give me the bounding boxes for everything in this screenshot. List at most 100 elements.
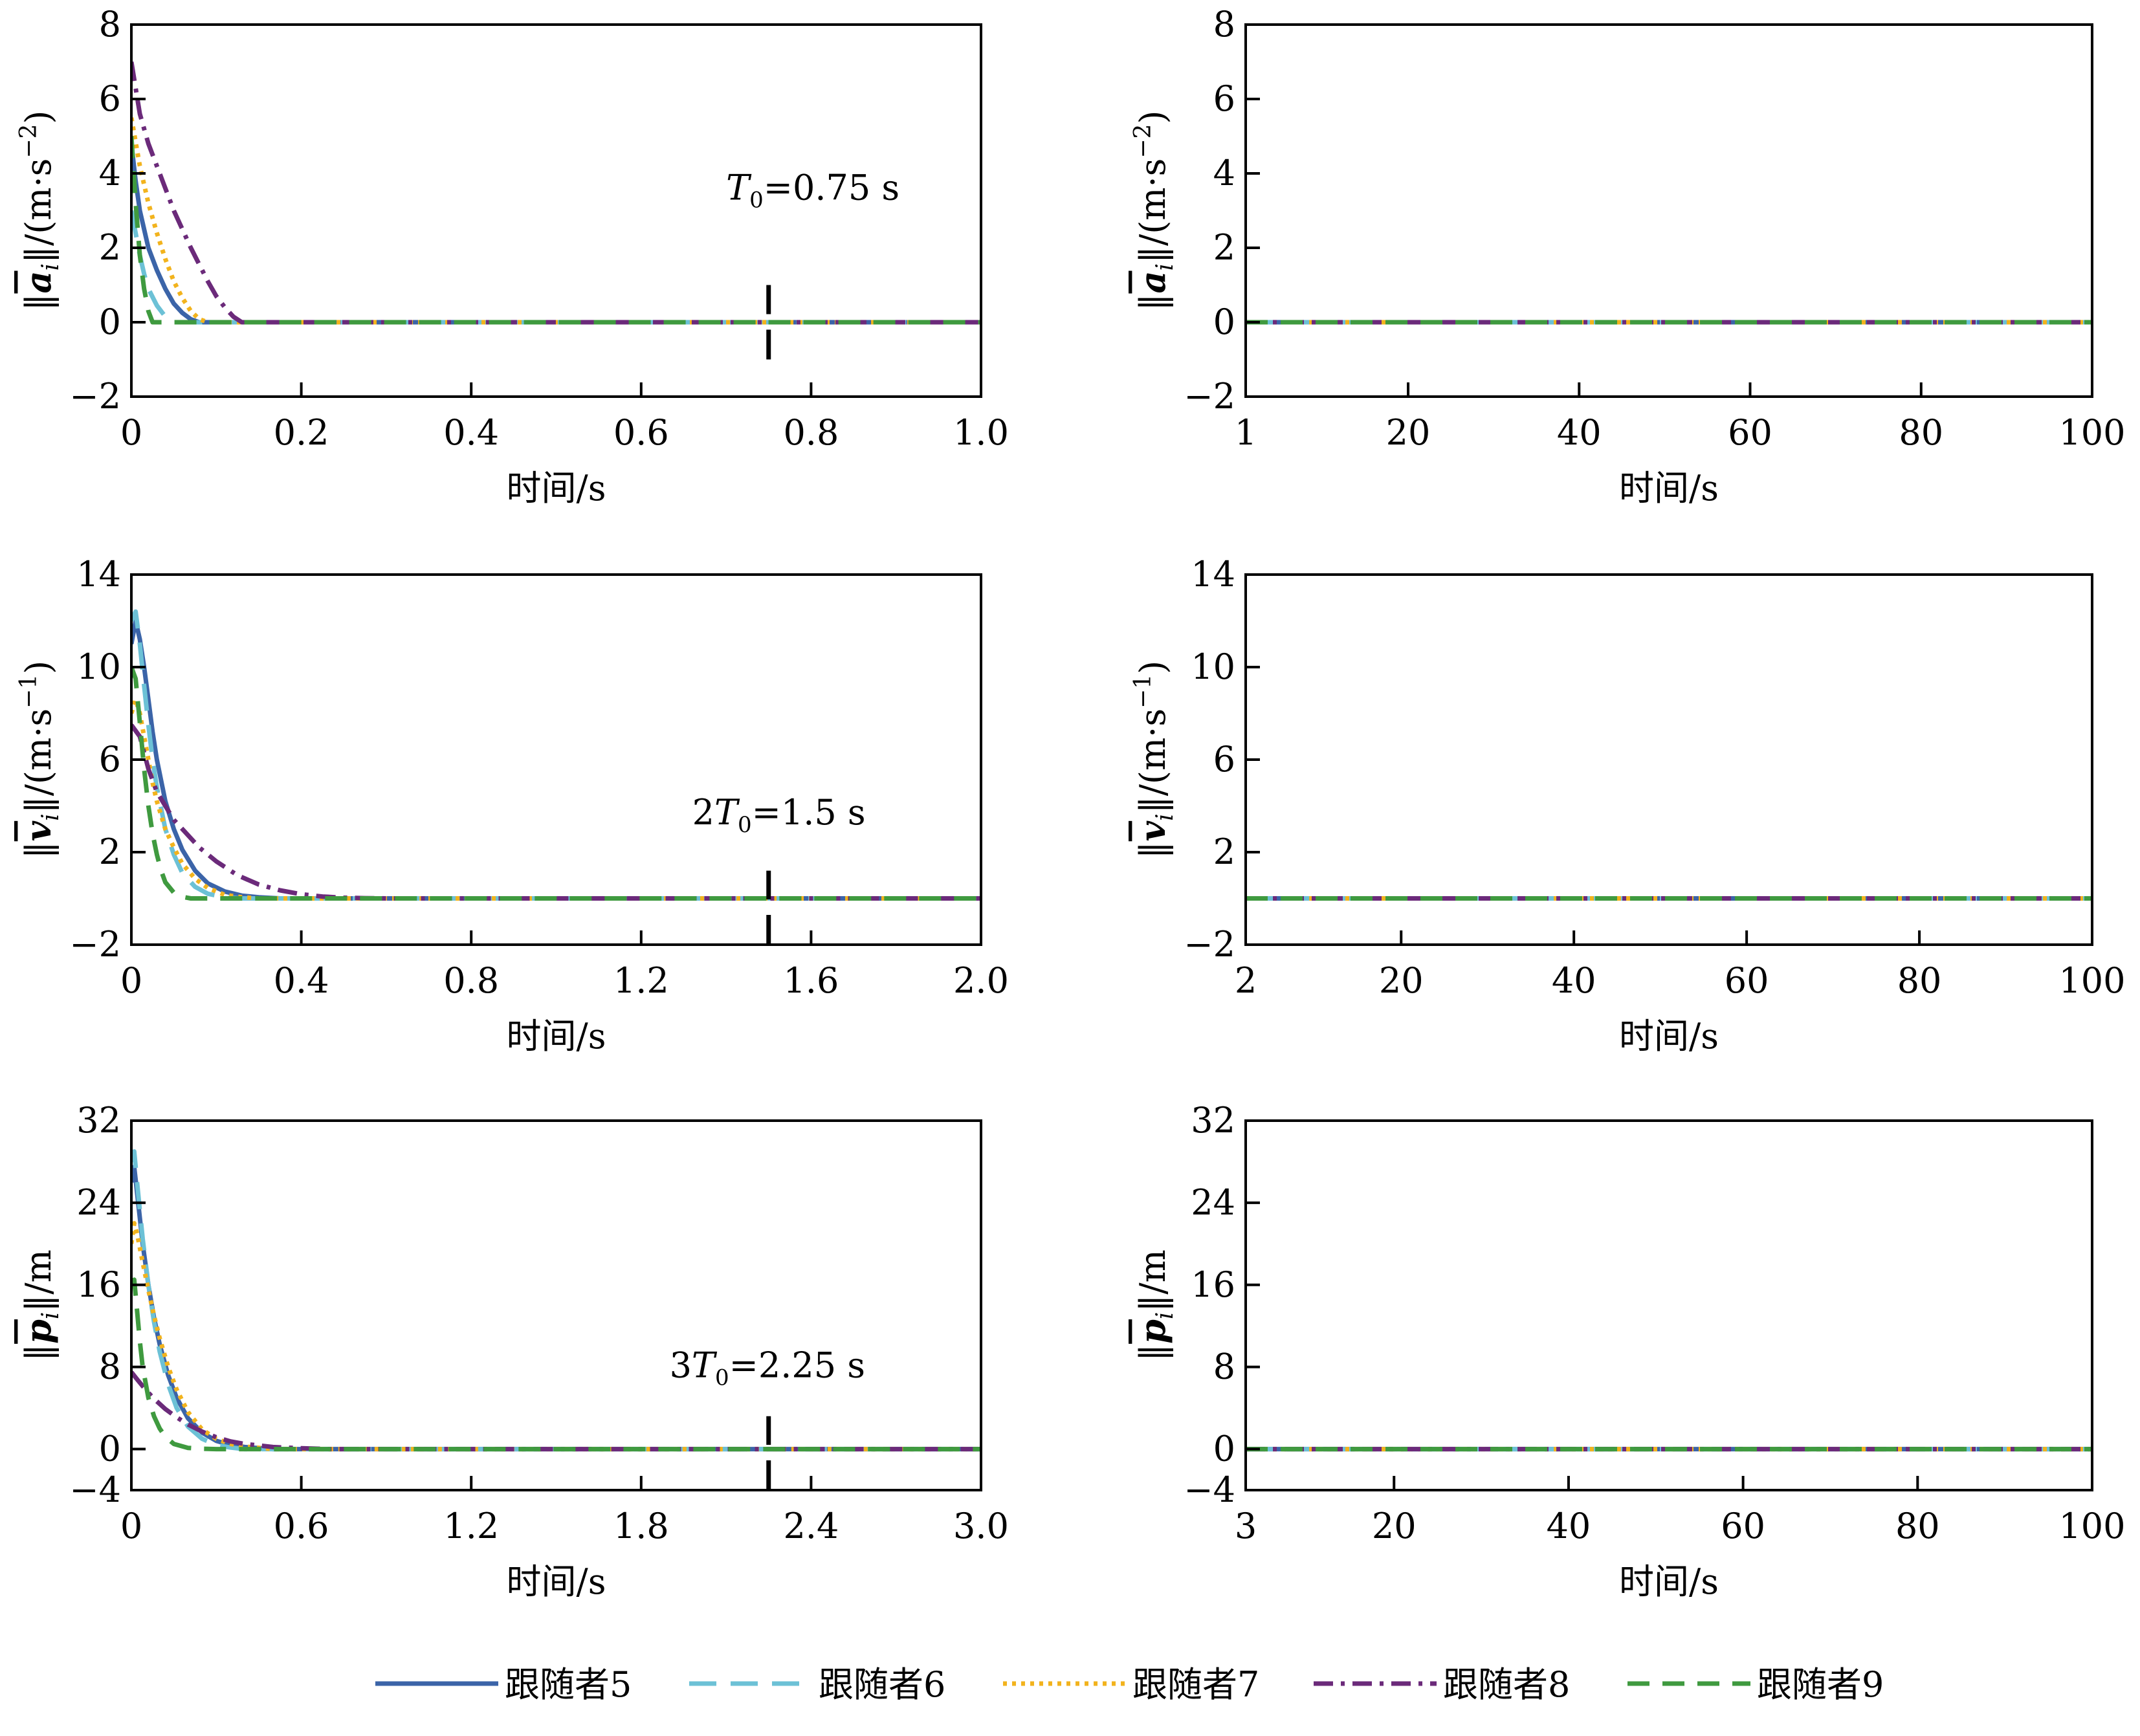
x-tick-label: 0.6	[613, 412, 669, 453]
x-tick-label: 40	[1552, 960, 1596, 1001]
plot-frame	[1244, 573, 2093, 946]
y-axis-label: ‖vi‖/(m·s−1)	[1130, 661, 1178, 859]
y-tick-label: −2	[1184, 376, 1235, 417]
panel-2-0: 0 0.6 1.2 1.8 2.4 3.0 −40 8 16 24 32 时间/s ‖pi‖/m 3T0=…	[17, 1100, 1009, 1602]
x-axis-label: 时间/s	[1619, 468, 1719, 509]
series-line-series9	[131, 666, 981, 901]
series-line-series5	[131, 1164, 981, 1452]
x-tick-label: 2.4	[783, 1506, 839, 1546]
x-axis-label: 时间/s	[1619, 1016, 1719, 1057]
x-tick-label: 3.0	[953, 1506, 1009, 1546]
y-tick-label: 16	[76, 1264, 121, 1305]
y-tick-label: 0	[99, 1429, 121, 1469]
y-tick-label: 8	[99, 1346, 121, 1387]
y-tick-label: 0	[1213, 1429, 1235, 1469]
y-tick-label: 10	[76, 646, 121, 687]
y-axis-label: ‖pi‖/m	[1132, 1249, 1178, 1361]
panel-1-0: 0 0.4 0.8 1.2 1.6 2.0 −2 2 6 10 14 时间/s ‖vi‖/(m·s−1)…	[16, 554, 1009, 1057]
y-tick-label: 10	[1191, 646, 1235, 687]
y-tick-label: −2	[69, 924, 121, 965]
y-tick-label: 8	[1213, 4, 1235, 45]
x-tick-label: 80	[1895, 1506, 1940, 1546]
x-tick-label: 40	[1557, 412, 1602, 453]
series-line-series7	[131, 697, 981, 901]
legend-label-series8: 跟随者8	[1443, 1664, 1570, 1705]
x-tick-label: 1.8	[613, 1506, 669, 1546]
series-line-series8	[131, 61, 981, 325]
legend: 跟随者5 跟随者6 跟随者7 跟随者8 跟随者9	[375, 1664, 1884, 1705]
panel-0-0: 0 0.2 0.4 0.6 0.8 1.0−202468时间/s‖ai‖/(m·s−2)T…	[16, 4, 1009, 509]
x-tick-label: 0.8	[783, 412, 839, 453]
x-tick-label: 60	[1728, 412, 1772, 453]
y-tick-label: −2	[69, 376, 121, 417]
series-line-series9	[131, 136, 981, 325]
plot-frame	[130, 573, 982, 946]
x-axis-label: 时间/s	[1619, 1561, 1719, 1602]
time-annotation: 3T0=2.25 s	[670, 1345, 865, 1391]
panel-2-1: 3 20 40 60 80 100 −40 8 16 24 32 时间/s ‖pi‖/m	[1132, 1100, 2126, 1602]
y-tick-label: 6	[99, 739, 121, 780]
x-tick-label: 60	[1721, 1506, 1765, 1546]
x-tick-label: 1.0	[953, 412, 1009, 453]
x-tick-label: 0	[120, 960, 142, 1001]
y-tick-label: 16	[1191, 1264, 1235, 1305]
x-tick-label: 20	[1386, 412, 1431, 453]
series-line-series6	[131, 609, 981, 901]
x-tick-label: 100	[2058, 960, 2125, 1001]
x-tick-label: 0	[120, 412, 142, 453]
y-tick-label: 6	[1213, 78, 1235, 119]
y-tick-label: 4	[1213, 153, 1235, 193]
x-axis-label: 时间/s	[507, 468, 606, 509]
series-line-series5	[131, 143, 981, 325]
x-tick-label: 0.4	[274, 960, 329, 1001]
legend-label-series7: 跟随者7	[1132, 1664, 1259, 1705]
x-tick-label: 2.0	[953, 960, 1009, 1001]
x-tick-label: 0	[120, 1506, 142, 1546]
time-annotation: T0=0.75 s	[726, 167, 899, 213]
y-tick-label: 14	[76, 554, 121, 595]
x-tick-label: 100	[2058, 1506, 2125, 1546]
plot-frame	[130, 23, 982, 398]
y-tick-label: 32	[76, 1100, 121, 1141]
x-tick-label: 40	[1547, 1506, 1591, 1546]
legend-label-series5: 跟随者5	[505, 1664, 632, 1705]
x-axis-label: 时间/s	[507, 1561, 606, 1602]
x-tick-label: 2	[1235, 960, 1257, 1001]
y-axis-label: ‖vi‖/(m·s−1)	[16, 661, 64, 859]
plot-frame	[130, 1119, 982, 1491]
y-tick-label: 2	[99, 227, 121, 268]
series-line-series9	[131, 1277, 981, 1452]
y-tick-label: 8	[99, 4, 121, 45]
series-line-series5	[131, 619, 981, 901]
y-tick-label: −4	[69, 1469, 121, 1510]
y-tick-label: 6	[1213, 739, 1235, 780]
y-tick-label: 24	[76, 1182, 121, 1223]
y-tick-label: 2	[99, 831, 121, 872]
x-tick-label: 0.8	[443, 960, 499, 1001]
y-tick-label: 2	[1213, 831, 1235, 872]
y-tick-label: 2	[1213, 227, 1235, 268]
x-tick-label: 80	[1899, 412, 1943, 453]
y-tick-label: 24	[1191, 1182, 1235, 1223]
y-axis-label: ‖pi‖/m	[17, 1249, 64, 1361]
x-tick-label: 60	[1725, 960, 1769, 1001]
plot-frame	[1244, 23, 2093, 398]
y-tick-label: −4	[1184, 1469, 1235, 1510]
x-tick-label: 1	[1235, 412, 1257, 453]
panel-0-1: 1 20 40 60 80 100 −2 0 2 4 6 8 时间/s ‖ai‖/(m·s−2)	[1130, 4, 2126, 509]
y-axis-label: ‖ai‖/(m·s−2)	[1130, 110, 1178, 311]
series-line-series7	[131, 1221, 981, 1452]
legend-label-series6: 跟随者6	[819, 1664, 945, 1705]
plot-frame	[1244, 1119, 2093, 1491]
series-line-series7	[131, 117, 981, 325]
y-tick-label: 6	[99, 78, 121, 119]
y-tick-label: −2	[1184, 924, 1235, 965]
series-line-series6	[131, 210, 981, 325]
x-tick-label: 20	[1379, 960, 1424, 1001]
x-axis-label: 时间/s	[507, 1016, 606, 1057]
series-line-series8	[131, 723, 981, 901]
x-tick-label: 0.4	[443, 412, 499, 453]
legend-label-series9: 跟随者9	[1757, 1664, 1884, 1705]
